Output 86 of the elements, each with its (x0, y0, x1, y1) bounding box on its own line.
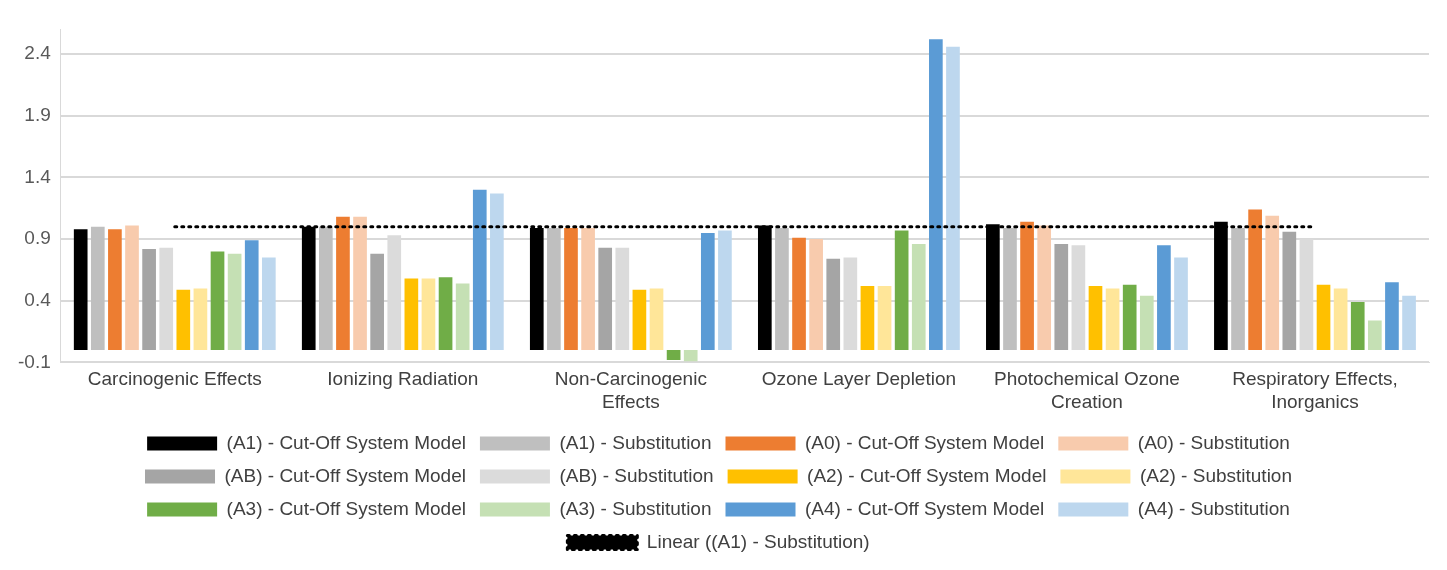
bar (1157, 245, 1171, 351)
bar (193, 288, 208, 351)
bar (547, 227, 561, 351)
bar (108, 229, 122, 351)
bar (244, 240, 259, 351)
bar (666, 350, 681, 360)
legend-label: (A3) - Cut-Off System Model (226, 497, 466, 519)
bar (73, 229, 88, 351)
legend-label: (A1) - Cut-Off System Model (226, 431, 466, 453)
bar (1122, 284, 1137, 351)
legend-label: (A4) - Substitution (1137, 497, 1290, 519)
bar (598, 247, 613, 351)
bar (90, 226, 105, 351)
legend-label: (A2) - Substitution (1139, 464, 1292, 486)
bar (1350, 301, 1365, 351)
bar (472, 189, 487, 351)
bar (683, 350, 698, 362)
bar (1088, 285, 1103, 351)
bar (1020, 221, 1034, 351)
y-tick-label: -0.1 (17, 350, 51, 372)
bar (718, 230, 732, 351)
bar (176, 289, 191, 351)
bar (1248, 209, 1262, 351)
bar (353, 216, 367, 351)
bar (1037, 225, 1052, 351)
bar (860, 285, 875, 351)
x-tick-label: Ionizing Radiation (327, 368, 479, 390)
bar (261, 257, 276, 351)
legend-label: (AB) - Substitution (559, 464, 714, 486)
bar (1174, 257, 1188, 351)
bar (142, 248, 156, 351)
legend-label: (A4) - Cut-Off System Model (805, 497, 1045, 519)
bar (404, 278, 419, 351)
bar (700, 232, 715, 351)
bar (649, 288, 664, 351)
bar (632, 289, 647, 351)
legend-label: (A1) - Substitution (559, 431, 712, 453)
x-tick-label: Respiratory Effects, Inorganics (1232, 368, 1398, 412)
bar (581, 227, 595, 351)
x-tick-label: Non-Carcinogenic Effects (554, 368, 707, 412)
legend-label: (A0) - Cut-Off System Model (805, 431, 1045, 453)
bar (227, 253, 242, 351)
bar (946, 46, 960, 351)
bar (125, 225, 139, 351)
y-tick-label: 0.9 (24, 227, 51, 249)
bar (370, 253, 384, 351)
bar (564, 227, 578, 351)
bar (1282, 231, 1297, 351)
bar (1402, 295, 1416, 351)
bar (336, 216, 350, 351)
bar (792, 237, 806, 351)
legend-label: (A3) - Substitution (559, 497, 712, 519)
bar (1333, 288, 1348, 351)
x-tick-label: Photochemical Ozone Creation (993, 368, 1180, 412)
bar (826, 258, 841, 351)
x-tick-label: Carcinogenic Effects (87, 368, 262, 390)
bar (877, 285, 892, 351)
legend-label: (A0) - Substitution (1137, 431, 1290, 453)
bar (775, 227, 789, 351)
y-tick-label: 1.9 (24, 103, 51, 125)
bar (1368, 320, 1382, 351)
bar (455, 283, 470, 351)
bar (1231, 227, 1245, 351)
bar (438, 277, 453, 351)
bar (1139, 295, 1154, 351)
legend-label: (A2) - Cut-Off System Model (807, 464, 1047, 486)
bar (1385, 282, 1399, 351)
bar (210, 251, 225, 351)
bar (1316, 284, 1331, 351)
bar (1054, 244, 1069, 351)
bar (929, 39, 943, 351)
bar (911, 244, 926, 351)
bar (809, 239, 823, 351)
bar (319, 226, 333, 351)
x-tick-label: Ozone Layer Depletion (761, 368, 957, 390)
bar (490, 193, 504, 351)
bar (1105, 288, 1120, 351)
bar (1265, 215, 1280, 351)
y-tick-label: 1.4 (24, 165, 52, 187)
legend-label: Linear ((A1) - Substitution) (646, 530, 870, 552)
legend-label: (AB) - Cut-Off System Model (224, 464, 466, 486)
y-tick-label: 2.4 (24, 42, 52, 64)
y-tick-label: 0.4 (24, 288, 52, 310)
bar (421, 278, 436, 351)
bar (894, 230, 909, 351)
bar (1003, 227, 1017, 351)
